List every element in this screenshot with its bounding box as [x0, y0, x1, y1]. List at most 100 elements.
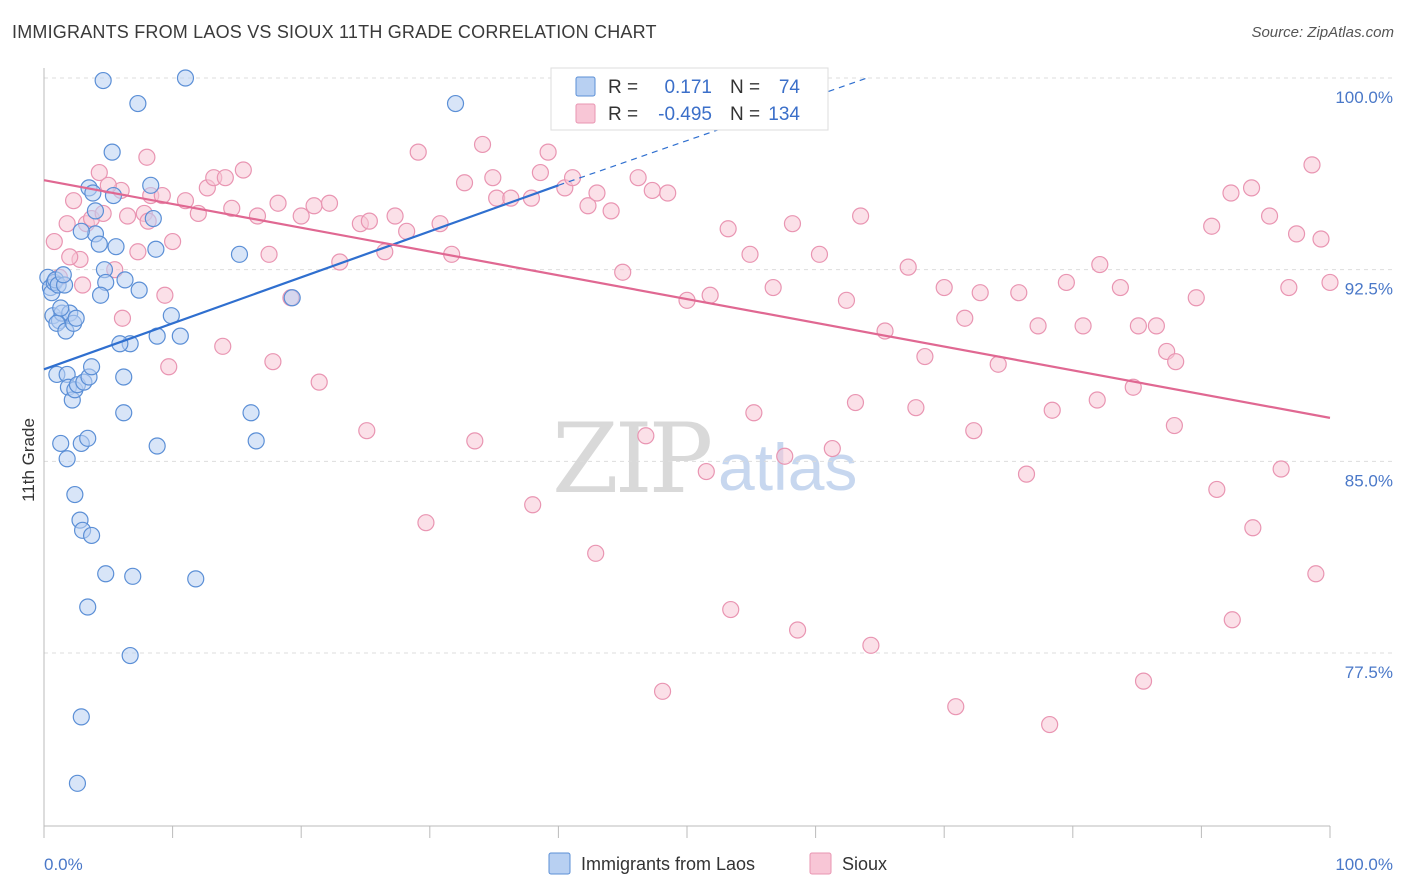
sioux-point: [587, 544, 605, 562]
laos-point: [247, 432, 265, 450]
sioux-point: [614, 263, 632, 281]
sioux-point: [697, 462, 715, 481]
laos-point: [58, 450, 76, 468]
sioux-point: [417, 514, 435, 532]
sioux-point: [629, 169, 647, 187]
sioux-point: [1134, 672, 1153, 690]
legend-box-frame: [550, 67, 829, 131]
legend-r-value-laos: 0.171: [664, 77, 712, 98]
laos-point: [283, 289, 301, 307]
sioux-point: [653, 682, 672, 700]
sioux-point: [741, 245, 759, 263]
laos-point: [115, 404, 133, 422]
laos-point: [242, 404, 260, 422]
sioux-point: [1091, 255, 1109, 274]
sioux-point: [118, 207, 137, 225]
sioux-point: [305, 197, 323, 215]
laos-point: [82, 358, 101, 376]
sioux-point: [164, 232, 182, 251]
sioux-point: [1223, 611, 1241, 629]
legend-box: R = 0.171 N = 74 R = -0.495 N = 134: [550, 67, 829, 131]
bottom-legend-label-laos: Immigrants from Laos: [581, 854, 755, 874]
sioux-point: [214, 337, 232, 355]
laos-point: [171, 327, 189, 345]
legend-n-value-laos: 74: [779, 77, 801, 98]
sioux-point: [260, 245, 278, 263]
sioux-point: [455, 174, 474, 192]
x-tick-label-max: 100.0%: [1335, 855, 1393, 874]
sioux-point: [1312, 230, 1330, 248]
legend-r-label-sioux: R =: [608, 104, 638, 125]
y-tick-label: 85.0%: [1345, 471, 1393, 490]
laos-point: [104, 186, 123, 205]
bottom-legend-swatch-laos: [548, 852, 571, 875]
laos-point: [230, 245, 249, 263]
sioux-point: [1129, 317, 1147, 335]
sioux-point: [1321, 273, 1339, 292]
sioux-point: [1272, 460, 1290, 478]
sioux-point: [1043, 401, 1061, 419]
laos-point: [67, 309, 85, 327]
sioux-point: [1029, 317, 1047, 335]
laos-point: [176, 69, 195, 87]
sioux-point: [1074, 317, 1092, 335]
legend-swatch-sioux: [575, 103, 596, 124]
chart-source: Source: ZipAtlas.com: [1251, 24, 1394, 41]
sioux-point: [524, 496, 542, 514]
sioux-point: [659, 184, 677, 202]
sioux-point: [264, 353, 282, 371]
sioux-point: [745, 404, 763, 422]
sioux-point: [643, 181, 661, 200]
sioux-point: [935, 278, 953, 297]
sioux-point: [45, 232, 63, 251]
sioux-point: [965, 422, 983, 440]
sioux-point: [58, 215, 76, 233]
sioux-point: [64, 192, 83, 210]
sioux-point: [223, 199, 241, 217]
sioux-point: [701, 286, 719, 304]
laos-point: [116, 271, 134, 289]
sioux-point: [320, 194, 339, 212]
sioux-point: [61, 248, 79, 266]
sioux-point: [90, 163, 108, 182]
sioux-point: [916, 347, 934, 366]
sioux-point: [409, 143, 427, 161]
laos-point: [52, 299, 70, 317]
y-axis-label: 11th Grade: [19, 418, 38, 502]
laos-point: [115, 368, 133, 386]
sioux-point: [764, 278, 782, 297]
bottom-legend-label-sioux: Sioux: [842, 854, 887, 874]
sioux-point: [862, 636, 880, 654]
laos-trend-line: [43, 184, 559, 371]
laos-point: [121, 646, 139, 665]
laos-point: [79, 598, 97, 616]
legend-r-value-sioux: -0.495: [658, 104, 712, 125]
laos-point: [142, 176, 160, 194]
sioux-point: [1287, 225, 1306, 243]
y-tick-label: 100.0%: [1335, 88, 1393, 107]
sioux-point: [1147, 317, 1165, 335]
sioux-point: [502, 189, 520, 207]
laos-point: [86, 202, 105, 220]
laos-point: [107, 238, 125, 256]
sioux-point: [956, 309, 974, 327]
sioux-point: [837, 291, 856, 309]
sioux-point: [160, 358, 178, 376]
sioux-point: [823, 439, 841, 458]
watermark-zip: ZIP: [552, 403, 711, 515]
laos-point: [91, 286, 110, 304]
laos-point: [90, 235, 108, 253]
sioux-point: [1260, 207, 1279, 225]
sioux-point: [1111, 278, 1129, 297]
sioux-point: [783, 215, 802, 233]
sioux-point: [1088, 391, 1106, 409]
sioux-point: [846, 393, 865, 412]
sioux-point: [156, 286, 174, 304]
laos-point: [147, 240, 165, 258]
sioux-point: [776, 447, 794, 465]
sioux-point: [310, 373, 328, 391]
sioux-point: [1167, 353, 1185, 371]
laos-point: [144, 209, 162, 228]
laos-point: [124, 567, 142, 585]
